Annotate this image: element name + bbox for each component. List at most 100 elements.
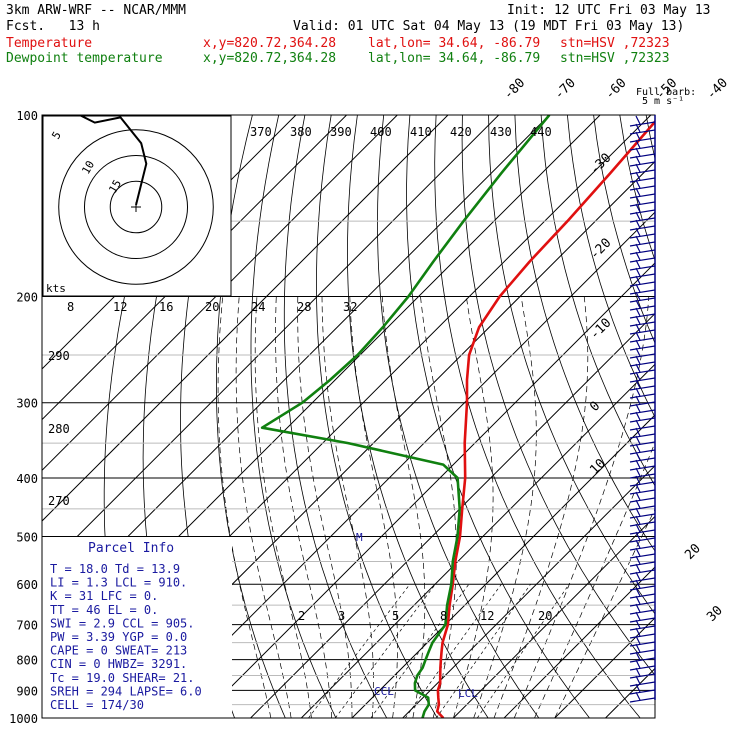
wind-barb [629, 491, 656, 503]
wind-barb [629, 299, 656, 311]
wind-barb [629, 291, 656, 303]
wind-barb [629, 115, 656, 127]
wind-barb [629, 283, 656, 295]
moist-adiabat-line [321, 296, 374, 718]
wind-barb [629, 219, 656, 231]
theta-label: 400 [370, 125, 392, 139]
plot-area [42, 115, 740, 718]
temperature-latlon: lat,lon= 34.64, -86.79 [368, 36, 541, 51]
pressure-label: 800 [16, 654, 38, 668]
mixing-ratio-label: 8 [440, 609, 447, 623]
hodograph-ring [83, 154, 189, 260]
dewpoint-profile [260, 115, 551, 718]
dry-adiabat-line [406, 115, 590, 718]
hodograph-axis-label: 12 [113, 300, 127, 314]
isotherm-line [503, 566, 655, 718]
theta-label: 420 [450, 125, 472, 139]
pressure-label: 1000 [9, 712, 38, 726]
wind-barb [629, 691, 656, 703]
wind-barb [629, 323, 656, 335]
wind-barb [629, 555, 656, 567]
temperature-legend: Temperature [6, 36, 93, 51]
wind-barb [629, 427, 656, 439]
moist-adiabat-line [235, 296, 292, 718]
wind-barb [629, 467, 656, 479]
moist-adiabat-line [349, 296, 398, 718]
init-time: Init: 12 UTC Fri 03 May 13 [507, 3, 711, 18]
isotherm-label: -80 [501, 76, 528, 103]
dry-adiabat-line [488, 115, 655, 615]
moist-adiabat-line [275, 296, 333, 718]
parcel-info-row: T = 18.0 Td = 13.9 [50, 562, 180, 576]
pressure-label: 300 [16, 397, 38, 411]
wind-barb [629, 331, 656, 343]
wind-barb [629, 675, 656, 687]
pressure-label: 400 [16, 472, 38, 486]
wind-barb [629, 139, 656, 151]
wind-barb [629, 155, 656, 167]
hodograph-ring-label: 15 [106, 178, 124, 196]
isotherm-line [42, 115, 500, 573]
parcel-info-row: SREH = 294 LAPSE= 6.0 [50, 684, 202, 698]
isotherm-label: -60 [602, 76, 629, 103]
wind-barb [629, 315, 656, 327]
wind-barb [629, 651, 656, 663]
wind-barb [629, 259, 656, 271]
wind-barb [629, 523, 656, 535]
pressure-label: 100 [16, 109, 38, 123]
theta-label: 390 [330, 125, 352, 139]
wind-barb [629, 571, 656, 583]
moist-adiabat-line [254, 296, 312, 718]
forecast-hour: Fcst. 13 h [6, 19, 100, 34]
wind-barb [629, 459, 656, 471]
wind-barb [629, 339, 656, 351]
isotherm-line [453, 515, 655, 718]
wind-barb [629, 179, 656, 191]
moist-adiabat-line [534, 441, 655, 718]
isotherm-line [605, 667, 655, 718]
isotherm-line [250, 312, 655, 718]
dry-adiabat-line [672, 115, 740, 718]
dewpoint-latlon: lat,lon= 34.64, -86.79 [368, 51, 541, 66]
wind-barb [629, 499, 656, 511]
wind-barb [629, 187, 656, 199]
valid-time: Valid: 01 UTC Sat 04 May 13 (19 MDT Fri … [293, 19, 685, 34]
wind-barb [629, 203, 656, 215]
moist-adiabat-line [473, 296, 537, 718]
wind-barb [629, 419, 656, 431]
barb-legend: 5 m s⁻¹ [642, 96, 684, 107]
wind-barb [629, 147, 656, 159]
isotherm-label: -40 [704, 76, 731, 103]
ccl-annotation: CCL [374, 685, 394, 698]
isotherm-label: -10 [587, 316, 614, 343]
wind-barb [629, 227, 656, 239]
parcel-info-title: Parcel Info [88, 541, 174, 556]
hodograph-ring [109, 180, 163, 234]
isotherm-label: 20 [682, 541, 704, 563]
isotherm-line [42, 115, 347, 421]
wind-barb [629, 451, 656, 463]
wind-barb [629, 307, 656, 319]
mixing-ratio-label: 3 [338, 609, 345, 623]
dry-adiabat-line [645, 115, 655, 161]
wind-barb [629, 371, 656, 383]
wind-barb [629, 667, 656, 679]
wind-barb [629, 619, 656, 631]
isotherm-line [199, 262, 655, 718]
pressure-label: 200 [16, 291, 38, 305]
moist-adiabat-line [453, 296, 494, 718]
hodograph-axis-label: 28 [297, 300, 311, 314]
wind-barb [629, 475, 656, 487]
wind-barb [629, 547, 656, 559]
wind-barb [629, 195, 656, 207]
barb-legend: Full barb: [636, 87, 696, 98]
wind-barb [629, 347, 656, 359]
isotherm-line [42, 115, 449, 522]
parcel-info-row: TT = 46 EL = 0. [50, 603, 158, 617]
wind-barb [629, 643, 656, 655]
wind-barb [629, 363, 656, 375]
lcl-annotation: LCL [458, 687, 478, 700]
mixing-ratio-line [477, 584, 570, 718]
